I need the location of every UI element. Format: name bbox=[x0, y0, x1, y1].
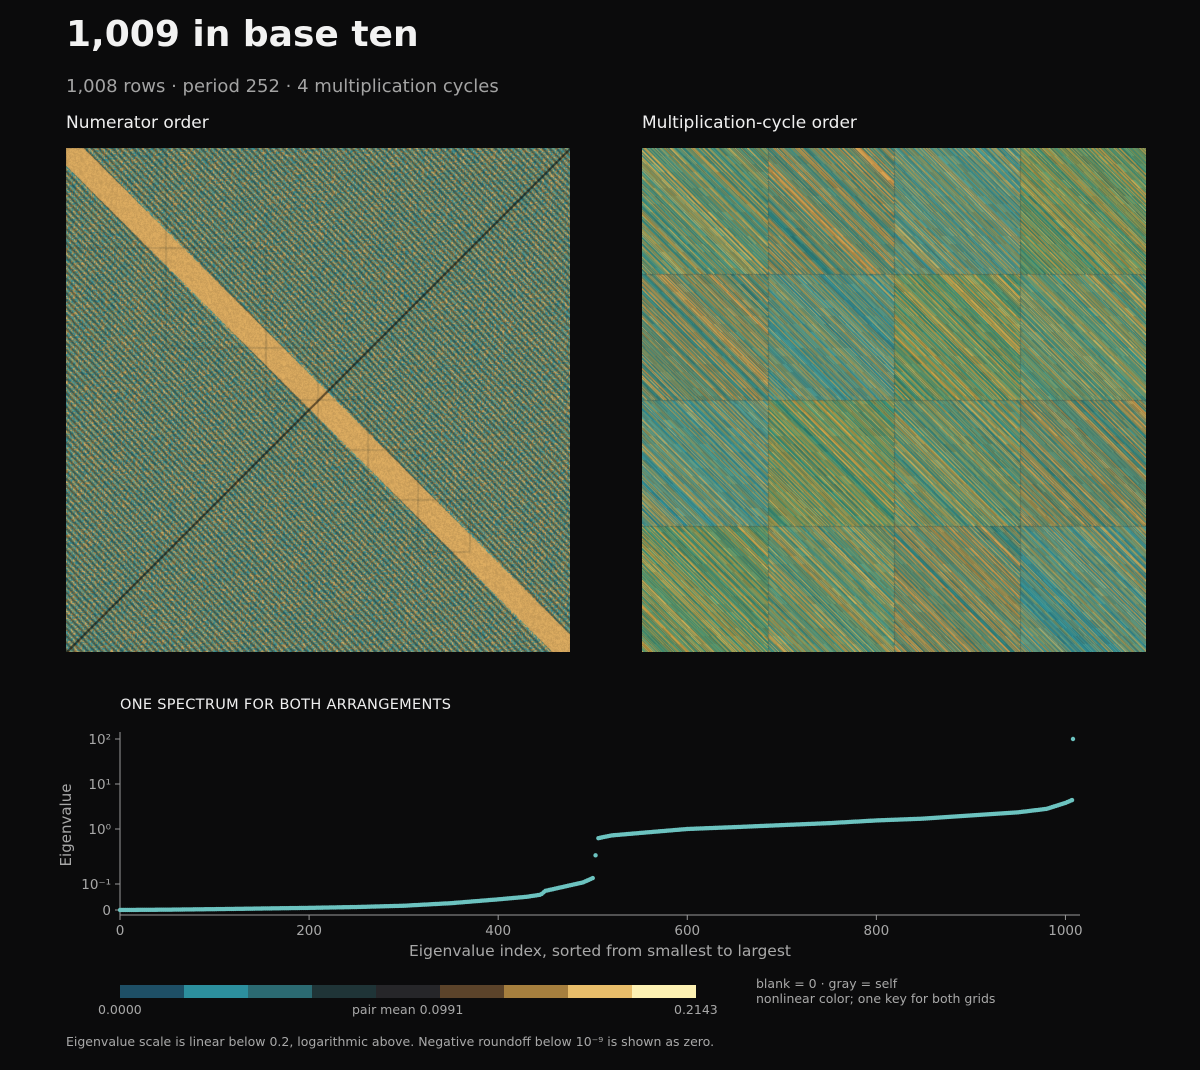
y-tick-label: 10² bbox=[88, 732, 111, 748]
multiplication-cycle-heatmap bbox=[642, 148, 1146, 652]
colorbar-swatch-5 bbox=[440, 985, 504, 998]
spectrum-point-gap bbox=[593, 853, 598, 858]
legend-note-nonlinear: nonlinear color; one key for both grids bbox=[756, 991, 996, 1006]
left-heatmap-title: Numerator order bbox=[66, 113, 209, 133]
colorbar-swatch-8 bbox=[632, 985, 696, 998]
x-tick-label: 0 bbox=[116, 923, 125, 939]
x-tick-label: 600 bbox=[674, 923, 700, 939]
x-tick-label: 200 bbox=[296, 923, 322, 939]
colorbar-min-label: 0.0000 bbox=[98, 1002, 142, 1017]
y-tick-label: 10⁻¹ bbox=[81, 877, 111, 893]
colorbar-swatch-6 bbox=[504, 985, 568, 998]
x-tick-label: 1000 bbox=[1048, 923, 1082, 939]
eigenvalue-spectrum-chart: 0 200 400 600 800 1000 0 10⁻¹ 10⁰ 10¹ 10² Eigenval… bbox=[57, 732, 1083, 960]
colorbar-mid-label: pair mean 0.0991 bbox=[352, 1002, 464, 1017]
colorbar-swatch-1 bbox=[184, 985, 248, 998]
spectrum-point-max bbox=[1070, 736, 1076, 742]
right-heatmap-title: Multiplication-cycle order bbox=[642, 113, 857, 133]
colorbar-swatch-0 bbox=[120, 985, 184, 998]
x-tick-label: 800 bbox=[863, 923, 889, 939]
colorbar-swatch-7 bbox=[568, 985, 632, 998]
footnote: Eigenvalue scale is linear below 0.2, lo… bbox=[66, 1034, 715, 1049]
x-tick-label: 400 bbox=[485, 923, 511, 939]
colorbar bbox=[120, 985, 696, 998]
numerator-order-heatmap bbox=[66, 148, 570, 652]
y-axis-label: Eigenvalue bbox=[57, 784, 75, 867]
spectrum-point bbox=[590, 875, 595, 881]
colorbar-swatch-4 bbox=[376, 985, 440, 998]
colorbar-swatch-3 bbox=[312, 985, 376, 998]
spectrum-title: ONE SPECTRUM FOR BOTH ARRANGEMENTS bbox=[120, 697, 452, 713]
y-tick-label: 10⁰ bbox=[88, 822, 111, 838]
spectrum-point bbox=[1069, 797, 1075, 803]
x-axis-label: Eigenvalue index, sorted from smallest t… bbox=[409, 942, 791, 960]
colorbar-swatch-2 bbox=[248, 985, 312, 998]
page-subtitle: 1,008 rows · period 252 · 4 multiplicati… bbox=[66, 76, 499, 97]
page-title: 1,009 in base ten bbox=[66, 14, 419, 55]
colorbar-max-label: 0.2143 bbox=[674, 1002, 718, 1017]
y-tick-label: 0 bbox=[102, 903, 111, 919]
legend-note-blank-gray: blank = 0 · gray = self bbox=[756, 976, 898, 991]
y-tick-label: 10¹ bbox=[88, 777, 111, 793]
